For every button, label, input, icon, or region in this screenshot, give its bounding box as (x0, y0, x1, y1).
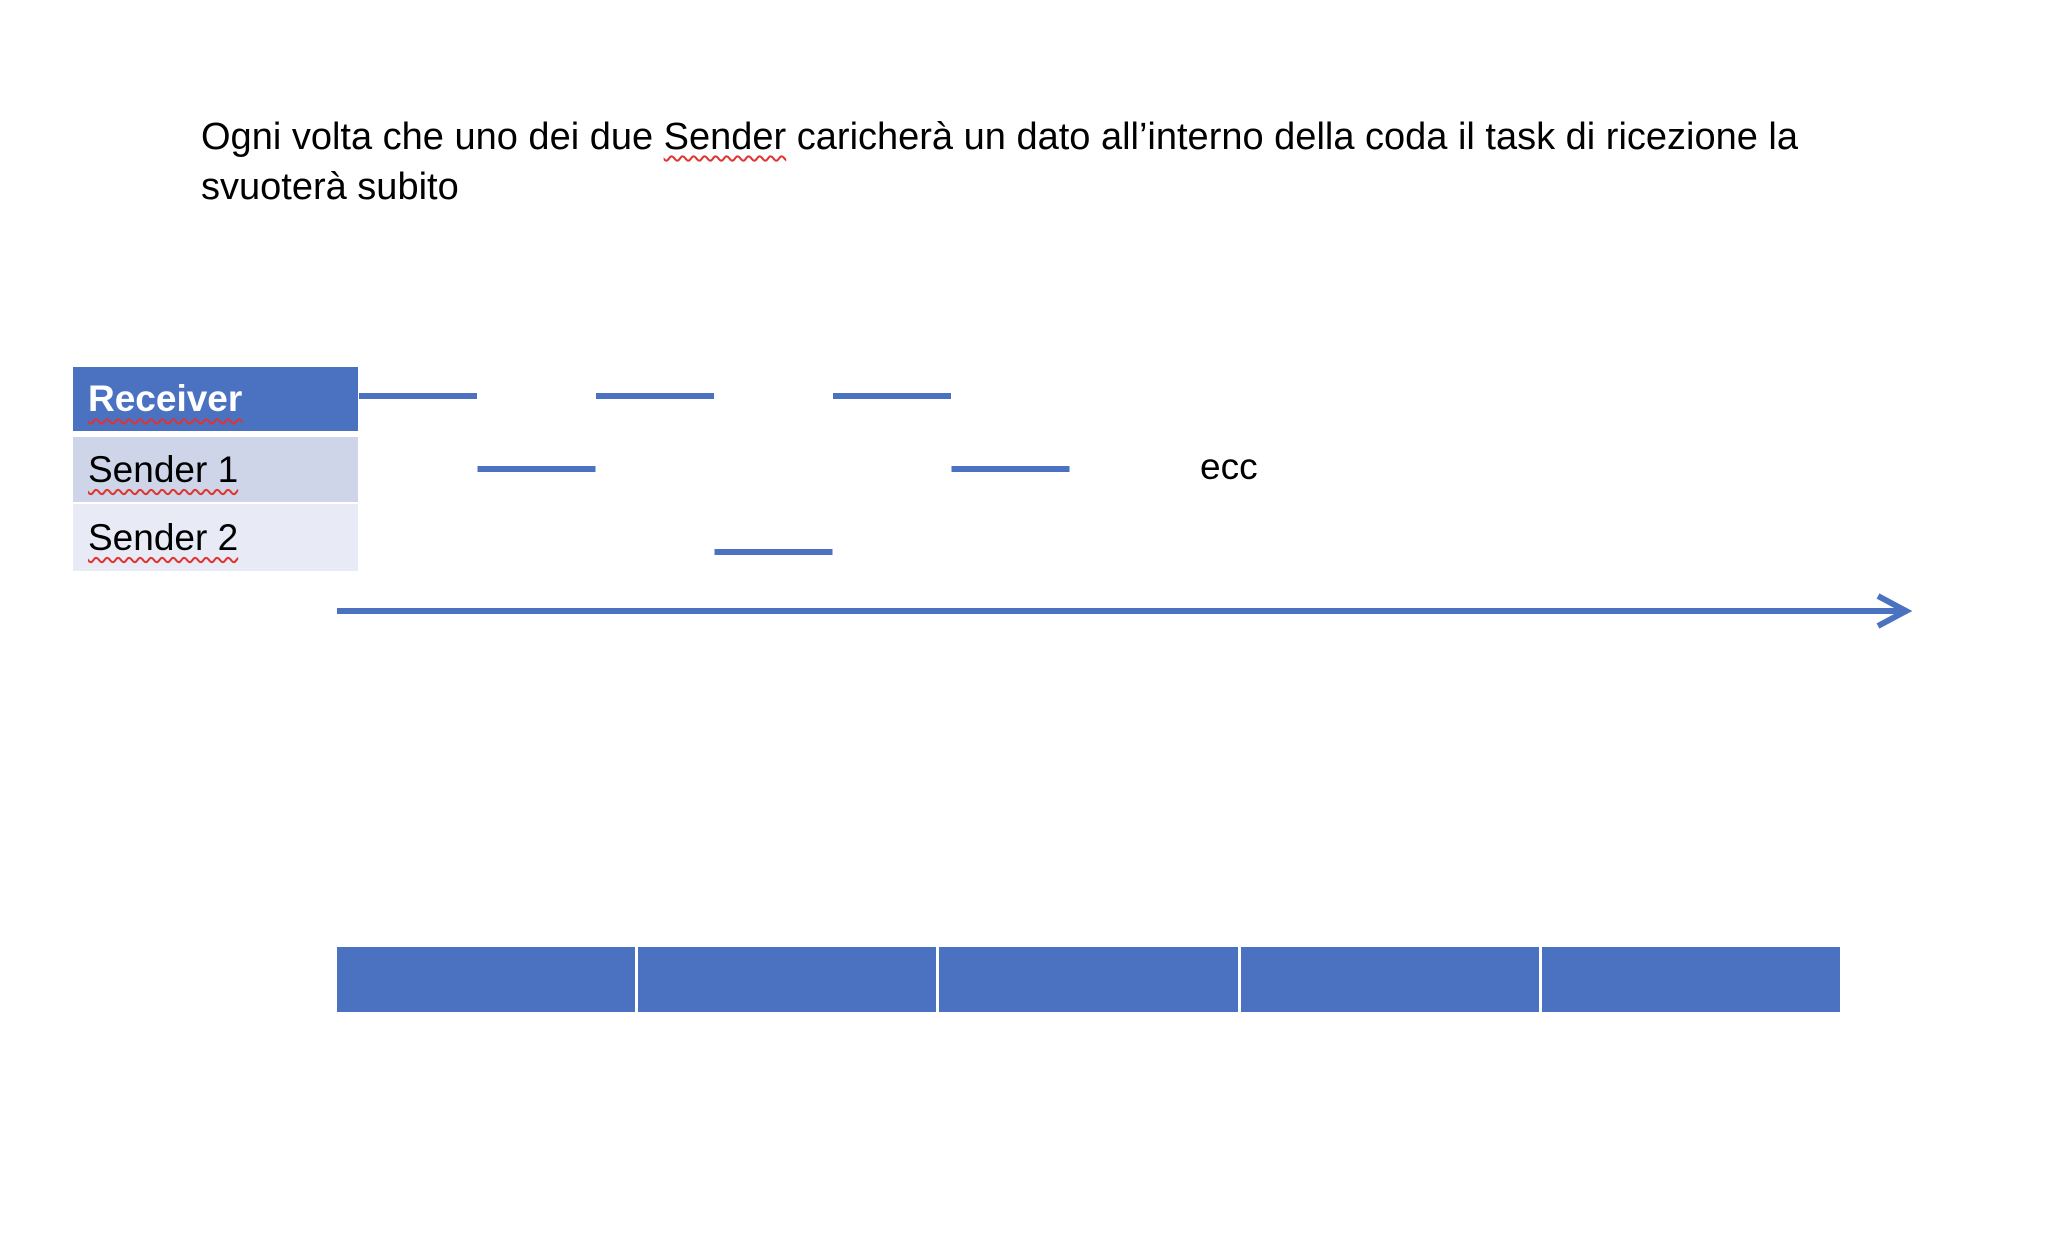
caption-text: Ogni volta che uno dei due Sender carich… (201, 112, 1881, 212)
lane-label-sender-2-text: Sender 2 (88, 516, 239, 558)
queue-cell-2 (638, 947, 940, 1012)
queue-cell-1 (337, 947, 639, 1012)
time-axis-arrowhead (1876, 593, 1913, 629)
queue-cell-4 (1240, 947, 1542, 1012)
lane-label-sender-1-text: Sender 1 (88, 448, 239, 490)
caption-part-2: caricherà un dato all’interno della coda… (201, 116, 1799, 208)
continuation-label: ecc (1200, 446, 1258, 487)
lane-label-receiver: Receiver (73, 367, 358, 431)
lane-label-sender-2: Sender 2 (73, 504, 358, 571)
lane-label-sender-1: Sender 1 (73, 437, 358, 502)
queue-buffer (337, 947, 1841, 1012)
queue-cell-5 (1541, 947, 1841, 1012)
queue-cell-3 (939, 947, 1241, 1012)
caption-part-1: Ogni volta che uno dei due (201, 116, 664, 158)
caption-sender-word: Sender (663, 116, 787, 158)
activity-segments (359, 393, 1070, 555)
lane-label-receiver-text: Receiver (88, 378, 243, 419)
